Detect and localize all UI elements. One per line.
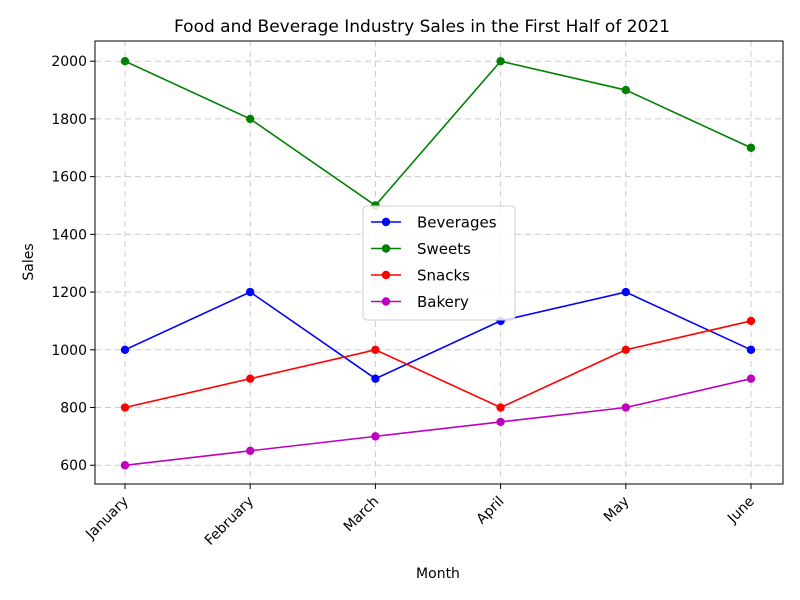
series-line: [124, 320, 752, 409]
y-tick-label: 800: [60, 401, 87, 417]
data-point: [120, 403, 130, 412]
series-sweets: [120, 57, 756, 210]
data-point: [496, 417, 505, 427]
data-point: [621, 403, 630, 412]
legend-marker: [381, 270, 391, 280]
x-tick-label: February: [202, 494, 257, 549]
x-axis-label: Month: [416, 566, 460, 582]
x-tick-label: January: [82, 494, 132, 544]
legend-label: Sweets: [417, 240, 471, 258]
legend-label: Beverages: [417, 214, 497, 232]
data-point: [746, 316, 756, 326]
y-axis: 600 800 1000 1200 1400 1600 1800 2000: [51, 54, 95, 474]
data-point: [371, 345, 380, 355]
data-point: [246, 446, 255, 456]
legend-item: Snacks: [371, 267, 470, 285]
series-line: [124, 291, 752, 380]
data-point: [120, 345, 130, 355]
data-point: [120, 461, 130, 470]
data-point: [621, 85, 630, 95]
y-tick-label: 1400: [51, 227, 87, 243]
data-point: [120, 57, 130, 66]
data-point: [246, 374, 255, 383]
y-tick-label: 1600: [51, 170, 87, 186]
data-point: [246, 287, 255, 297]
data-point: [246, 114, 255, 124]
data-point: [746, 345, 756, 355]
data-point: [496, 403, 505, 412]
data-point: [621, 345, 630, 355]
data-point: [621, 287, 630, 297]
x-tick-label: May: [601, 494, 633, 526]
y-axis-label: Sales: [21, 243, 37, 280]
data-point: [371, 432, 380, 441]
series-line: [124, 60, 752, 207]
plot-frame: [94, 40, 784, 485]
legend-item: Bakery: [371, 293, 469, 311]
series-layer: [120, 57, 756, 470]
legend-marker: [381, 244, 391, 253]
x-tick-label: April: [473, 494, 507, 528]
y-tick-label: 1000: [51, 343, 87, 359]
data-point: [496, 57, 505, 66]
legend-box: [362, 205, 516, 321]
y-tick-label: 1800: [51, 112, 87, 128]
series-line: [124, 377, 752, 467]
series-snacks: [120, 316, 756, 412]
series-beverages: [120, 287, 756, 383]
x-tick-label: March: [341, 494, 382, 535]
series-bakery: [120, 374, 756, 470]
y-tick-label: 600: [60, 458, 87, 474]
legend-item: Beverages: [371, 214, 497, 232]
chart-title: Food and Beverage Industry Sales in the …: [174, 17, 670, 37]
x-tick-label: June: [724, 494, 758, 528]
legend: Beverages Sweets Snacks Bakery: [362, 205, 516, 321]
legend-marker: [381, 297, 391, 306]
legend-marker: [381, 217, 391, 227]
legend-item: Sweets: [371, 240, 471, 258]
data-point: [371, 374, 380, 383]
legend-label: Snacks: [417, 267, 470, 285]
data-point: [746, 374, 756, 383]
y-tick-label: 1200: [51, 285, 87, 301]
y-tick-label: 2000: [51, 54, 87, 70]
legend-label: Bakery: [417, 293, 469, 311]
data-point: [746, 143, 756, 152]
x-axis: January February March April May June: [82, 484, 758, 549]
